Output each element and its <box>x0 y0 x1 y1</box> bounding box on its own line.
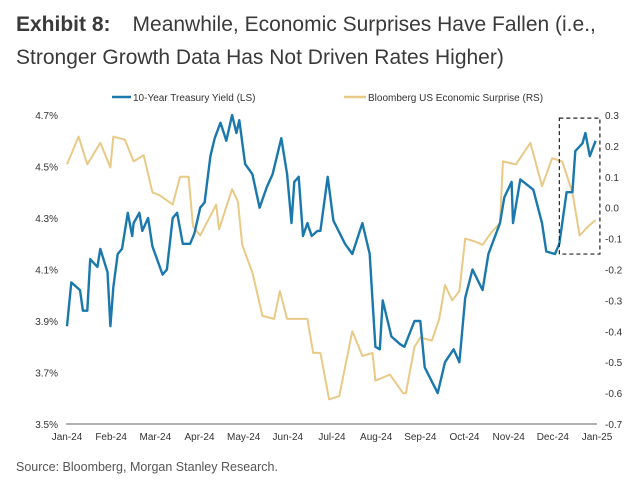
x-tick-label: May-24 <box>227 432 261 443</box>
source-note: Source: Bloomberg, Morgan Stanley Resear… <box>16 460 278 474</box>
x-tick-label: Aug-24 <box>360 432 393 443</box>
x-tick-label: Jun-24 <box>273 432 304 443</box>
x-tick-label: Feb-24 <box>95 432 127 443</box>
y-left-tick-label: 4.5% <box>35 163 58 174</box>
chart-title: Exhibit 8: Meanwhile, Economic Surprises … <box>16 8 636 74</box>
legend-label-yield: 10-Year Treasury Yield (LS) <box>133 93 255 104</box>
x-tick-label: Sep-24 <box>404 432 437 443</box>
y-left-tick-label: 3.7% <box>35 369 58 380</box>
y-left-tick-label: 4.3% <box>35 214 58 225</box>
y-right-tick-label: 0.0 <box>605 204 619 215</box>
exhibit-label: Exhibit 8: <box>16 13 111 36</box>
x-tick-label: Jan-25 <box>582 432 613 443</box>
y-right-tick-label: -0.3 <box>605 296 623 307</box>
x-tick-label: Mar-24 <box>139 432 171 443</box>
x-tick-label: Oct-24 <box>449 432 479 443</box>
title-text: Meanwhile, Economic Surprises Have Falle… <box>16 13 596 69</box>
y-right-tick-label: 0.2 <box>605 142 619 153</box>
series-line-economic-surprise <box>66 135 597 401</box>
y-right-tick-label: -0.7 <box>605 420 623 431</box>
y-left-tick-label: 3.9% <box>35 317 58 328</box>
y-left-tick-label: 4.1% <box>35 266 58 277</box>
y-right-tick-label: -0.4 <box>605 327 623 338</box>
x-tick-label: Jul-24 <box>318 432 346 443</box>
y-left-tick-label: 3.5% <box>35 420 58 431</box>
y-right-tick-label: -0.5 <box>605 358 623 369</box>
y-right-tick-label: 0.3 <box>605 111 619 122</box>
series-line-treasury-yield <box>65 113 597 395</box>
y-right-tick-label: -0.6 <box>605 389 623 400</box>
highlight-box <box>558 117 601 255</box>
x-tick-label: Apr-24 <box>184 432 214 443</box>
y-right-tick-label: 0.1 <box>605 173 619 184</box>
legend: 10-Year Treasury Yield (LS) Bloomberg US… <box>112 93 543 104</box>
y-right-tick-label: -0.1 <box>605 235 623 246</box>
y-right-tick-label: -0.2 <box>605 266 623 277</box>
x-tick-label: Nov-24 <box>493 432 526 443</box>
x-tick-label: Dec-24 <box>537 432 570 443</box>
legend-label-surprise: Bloomberg US Economic Surprise (RS) <box>368 93 543 104</box>
y-left-tick-label: 4.7% <box>35 111 58 122</box>
x-tick-label: Jan-24 <box>52 432 83 443</box>
